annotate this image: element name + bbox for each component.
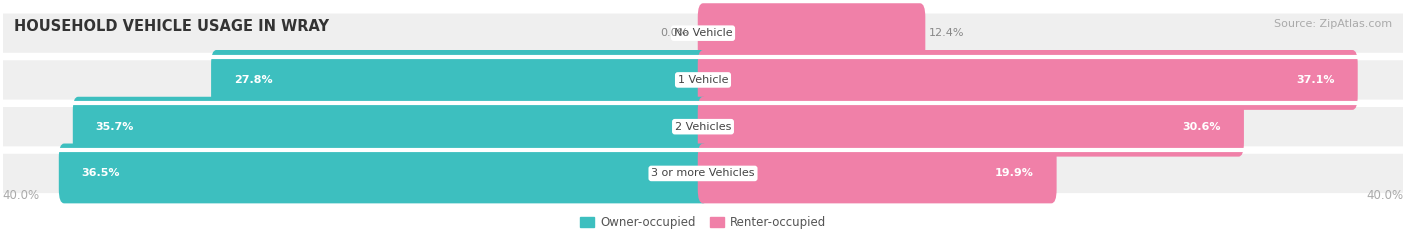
- Text: 40.0%: 40.0%: [1367, 189, 1403, 202]
- FancyBboxPatch shape: [3, 14, 1403, 53]
- Text: 1 Vehicle: 1 Vehicle: [678, 75, 728, 85]
- Text: Source: ZipAtlas.com: Source: ZipAtlas.com: [1274, 19, 1392, 29]
- FancyBboxPatch shape: [59, 144, 709, 203]
- Text: 0.0%: 0.0%: [661, 28, 689, 38]
- Text: No Vehicle: No Vehicle: [673, 28, 733, 38]
- Text: 12.4%: 12.4%: [929, 28, 965, 38]
- FancyBboxPatch shape: [3, 154, 1403, 193]
- FancyBboxPatch shape: [3, 60, 1403, 99]
- Text: 19.9%: 19.9%: [995, 168, 1033, 178]
- FancyBboxPatch shape: [697, 97, 1244, 157]
- FancyBboxPatch shape: [73, 97, 709, 157]
- FancyBboxPatch shape: [697, 144, 1057, 203]
- Text: 37.1%: 37.1%: [1296, 75, 1334, 85]
- FancyBboxPatch shape: [697, 3, 925, 63]
- FancyBboxPatch shape: [211, 50, 709, 110]
- Text: HOUSEHOLD VEHICLE USAGE IN WRAY: HOUSEHOLD VEHICLE USAGE IN WRAY: [14, 19, 329, 34]
- Text: 27.8%: 27.8%: [233, 75, 273, 85]
- Text: 40.0%: 40.0%: [3, 189, 39, 202]
- Text: 2 Vehicles: 2 Vehicles: [675, 122, 731, 132]
- Text: 3 or more Vehicles: 3 or more Vehicles: [651, 168, 755, 178]
- Text: 35.7%: 35.7%: [96, 122, 134, 132]
- Text: 36.5%: 36.5%: [82, 168, 120, 178]
- Text: 30.6%: 30.6%: [1182, 122, 1222, 132]
- Legend: Owner-occupied, Renter-occupied: Owner-occupied, Renter-occupied: [575, 212, 831, 233]
- FancyBboxPatch shape: [3, 107, 1403, 146]
- FancyBboxPatch shape: [697, 50, 1358, 110]
